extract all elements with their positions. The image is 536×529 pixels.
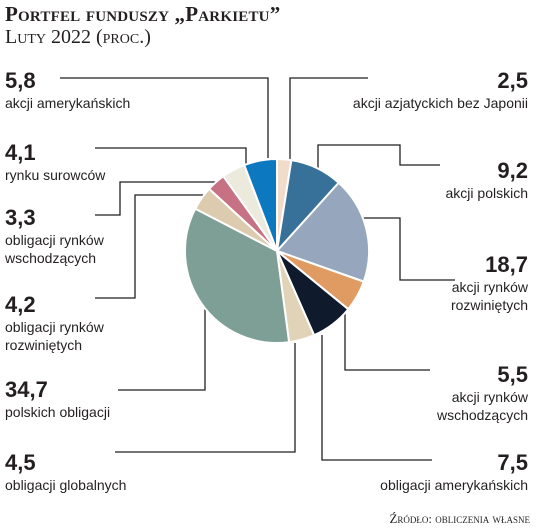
leader-line <box>95 181 222 216</box>
chart-subtitle: Luty 2022 (proc.) <box>5 26 151 48</box>
slice-label: akcji rynków wschodzących <box>436 389 528 423</box>
pie-slices <box>184 157 371 344</box>
pie-slice <box>242 157 278 252</box>
slice-label: obligacji globalnych <box>5 477 127 493</box>
leader-line <box>317 144 440 168</box>
leader-line <box>344 300 430 371</box>
slice-value: 4,5 <box>5 450 36 475</box>
leader-line <box>115 343 296 453</box>
slice-value: 5,5 <box>497 362 528 387</box>
slice-value: 34,7 <box>5 377 48 402</box>
slice-value: 2,5 <box>497 68 528 93</box>
slice-label: akcji amerykańskich <box>5 95 131 111</box>
slice-value: 18,7 <box>485 252 528 277</box>
slice-value: 7,5 <box>497 450 528 475</box>
leader-line <box>360 217 455 281</box>
pie-slice <box>275 181 371 283</box>
slice-value: 4,2 <box>5 292 36 317</box>
slice-label: obligacji rynków rozwiniętych <box>5 319 104 353</box>
leader-line <box>321 335 432 461</box>
leader-line <box>289 77 368 160</box>
slice-value: 9,2 <box>497 158 528 183</box>
slice-label: rynku surowców <box>5 167 106 183</box>
leader-line <box>95 194 210 299</box>
leader-lines <box>60 77 455 461</box>
leader-line <box>95 147 247 166</box>
source-note: Źródło: obliczenia własne <box>389 511 530 526</box>
slice-value: 3,3 <box>5 205 36 230</box>
slice-label: polskich obligacji <box>5 404 111 420</box>
slice-label: obligacji amerykańskich <box>380 477 528 493</box>
leader-line <box>118 300 206 391</box>
slice-label: akcji polskich <box>445 185 528 201</box>
slice-value: 5,8 <box>5 68 36 93</box>
slice-label: akcji rynków rozwiniętych <box>450 279 528 313</box>
slice-label: obligacji rynków wschodzących <box>5 232 104 266</box>
pie-slice <box>184 207 291 344</box>
chart-title: Portfel funduszy „Parkietu” <box>5 2 281 26</box>
leader-line <box>60 77 269 158</box>
slice-label: akcji azjatyckich bez Japonii <box>352 95 528 111</box>
slice-value: 4,1 <box>5 140 36 165</box>
